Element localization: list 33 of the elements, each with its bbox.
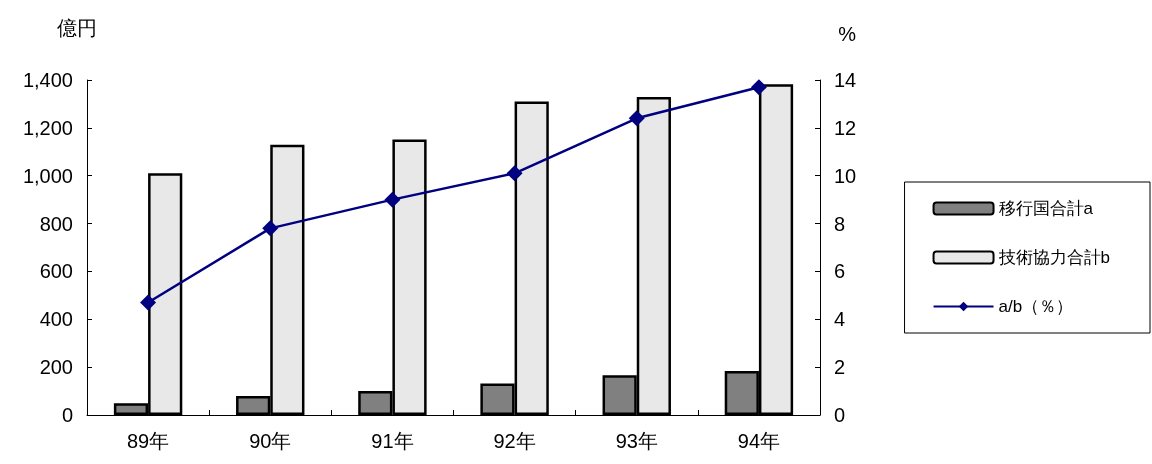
y-tick-label: 400 bbox=[39, 308, 73, 331]
y-axis-title: 億円 bbox=[57, 17, 97, 39]
point bbox=[628, 110, 645, 127]
x-tick-label: 89年 bbox=[126, 430, 170, 452]
x-tick-label: 94年 bbox=[737, 430, 781, 452]
y-tick-label: 1,400 bbox=[22, 69, 73, 91]
point bbox=[506, 165, 523, 182]
y2-axis-title: % bbox=[838, 23, 857, 45]
y-tick-label: 800 bbox=[39, 212, 73, 235]
point bbox=[140, 294, 157, 311]
y-tick-label: 200 bbox=[39, 356, 73, 379]
y-tick-label: 0 bbox=[61, 404, 73, 426]
x-tick-label: 92年 bbox=[493, 430, 536, 452]
y-tick-label: 1,200 bbox=[22, 116, 73, 139]
y-tick-label: 600 bbox=[39, 260, 73, 283]
legend-label: 技術協力合計b bbox=[997, 248, 1111, 267]
point bbox=[262, 220, 279, 237]
x-tick-label: 93年 bbox=[615, 430, 658, 452]
y2-tick-label: 0 bbox=[834, 404, 846, 426]
y2-tick-label: 4 bbox=[834, 308, 846, 331]
point bbox=[750, 79, 767, 96]
point bbox=[384, 191, 401, 208]
y2-tick-label: 12 bbox=[834, 116, 857, 139]
legend-label: a/b（％） bbox=[998, 297, 1074, 316]
x-tick-label: 91年 bbox=[371, 430, 414, 452]
y2-tick-label: 14 bbox=[834, 69, 857, 91]
y2-tick-label: 8 bbox=[834, 212, 846, 235]
y2-tick-label: 10 bbox=[834, 164, 857, 187]
legend-label: 移行国合計a bbox=[998, 199, 1094, 218]
y-tick-label: 1,000 bbox=[22, 164, 73, 187]
y2-tick-label: 6 bbox=[834, 260, 846, 283]
y2-tick-label: 2 bbox=[834, 356, 846, 379]
x-tick-label: 90年 bbox=[249, 430, 292, 452]
